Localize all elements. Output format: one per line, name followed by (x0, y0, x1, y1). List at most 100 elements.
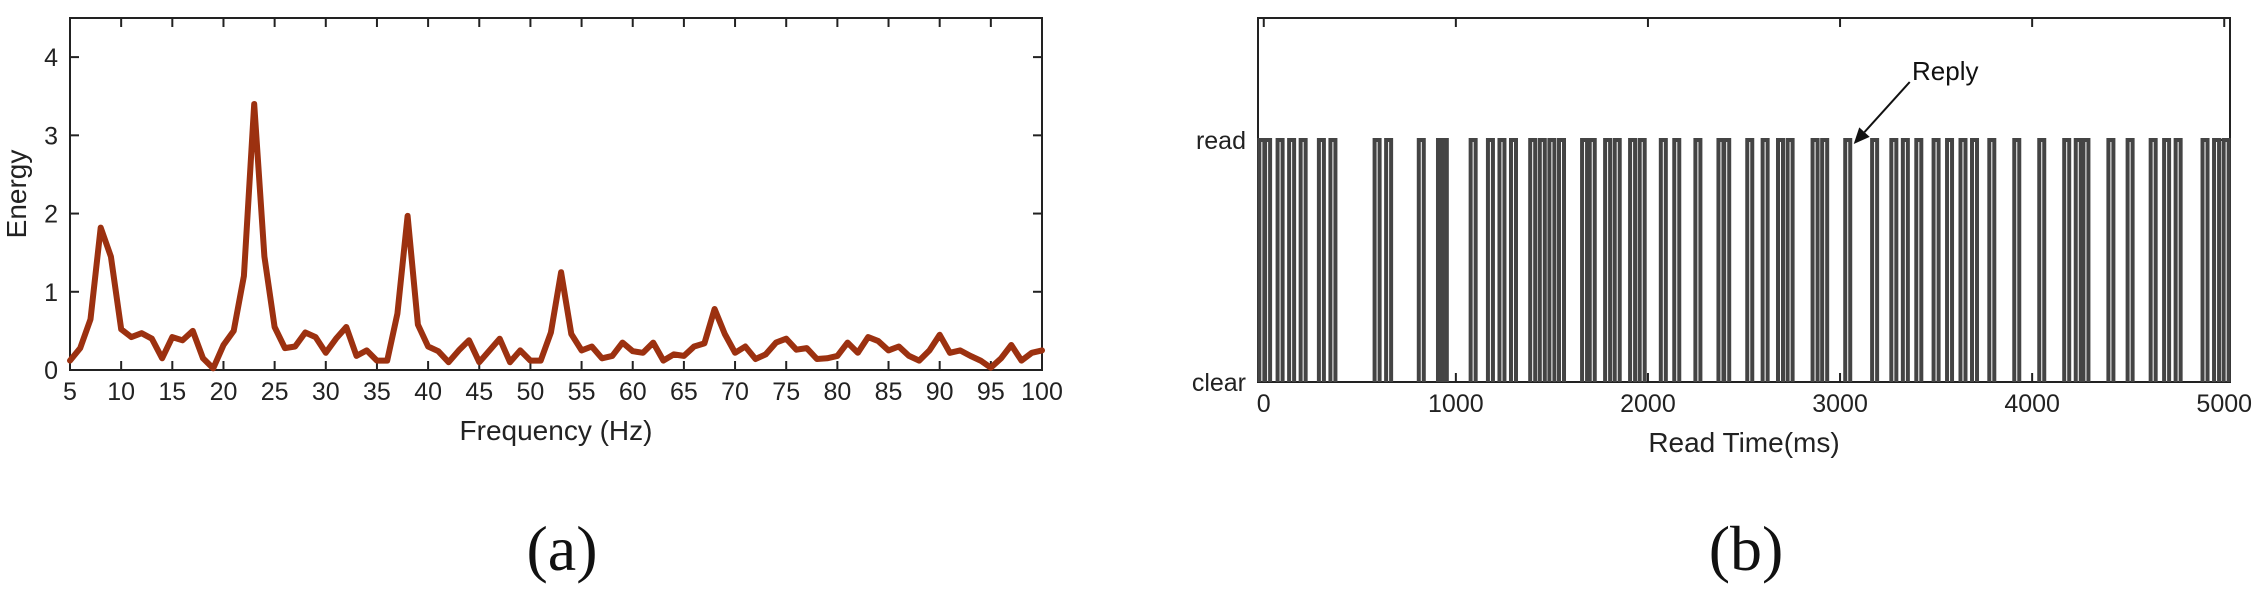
read-pulse (2148, 138, 2158, 382)
read-pulse (1508, 138, 1518, 382)
reply-annotation-label: Reply (1912, 56, 1978, 86)
chart-a-x-tick-label: 85 (875, 378, 903, 406)
read-pulse (1987, 138, 1997, 382)
chart-a: 5 10 15 20 25 30 35 40 45 50 55 60 65 70 75 80 85 90 95 100… (1, 17, 1063, 584)
chart-b-x-tick-label: 4000 (2004, 390, 2060, 418)
read-pulse (1497, 138, 1507, 382)
read-pulse (1958, 138, 1968, 382)
chart-a-x-tick-label: 75 (772, 378, 800, 406)
read-pulse (2037, 138, 2047, 382)
read-pulse (1970, 138, 1980, 382)
read-pulse (1528, 138, 1538, 382)
read-pulse (2162, 138, 2172, 382)
chart-a-x-tick-label: 95 (977, 378, 1005, 406)
read-pulse (1298, 138, 1308, 382)
read-pulse (1328, 138, 1338, 382)
read-pulse (1416, 138, 1426, 382)
reply-annotation-arrow (1863, 81, 1911, 133)
read-pulse (1587, 138, 1597, 382)
read-pulse (1810, 138, 1820, 382)
read-pulse (1439, 138, 1449, 382)
read-pulse (1745, 138, 1755, 382)
read-pulse (1468, 138, 1478, 382)
read-pulse (2125, 138, 2135, 382)
read-pulse (1776, 138, 1785, 382)
reply-annotation-arrowhead (1853, 127, 1870, 144)
read-pulse (1275, 138, 1285, 382)
read-pulse (1820, 138, 1830, 382)
read-pulse (1843, 138, 1853, 382)
chart-a-y-tick-label: 4 (44, 44, 58, 72)
chart-b-x-tick-label: 3000 (1812, 390, 1868, 418)
read-pulse (1637, 138, 1647, 382)
chart-a-frame (69, 17, 1043, 371)
chart-a-y-tick-label: 2 (44, 201, 58, 229)
read-pulse (1760, 138, 1770, 382)
read-pulse (1263, 138, 1273, 382)
panel-label-a: (a) (526, 513, 597, 584)
read-pulse (2012, 138, 2022, 382)
read-pulse (1945, 138, 1955, 382)
chart-b-plot-area (1257, 138, 2231, 382)
chart-a-y-tick-label: 0 (44, 357, 58, 385)
read-pulse (1900, 138, 1910, 382)
read-pulse (1658, 138, 1668, 382)
energy-spectrum-line (67, 101, 1045, 372)
chart-a-y-tick-label: 3 (44, 122, 58, 150)
chart-a-x-tick-label: 20 (210, 378, 238, 406)
read-pulse (1485, 138, 1495, 382)
read-pulse (1628, 138, 1638, 382)
read-pulse (2106, 138, 2116, 382)
chart-a-x-tick-label: 60 (619, 378, 647, 406)
read-pulse (1372, 138, 1382, 382)
chart-a-y-axis-label: Energy (1, 150, 32, 239)
chart-a-x-tick-label: 65 (670, 378, 698, 406)
read-pulse (1672, 138, 1682, 382)
chart-b-y-tick-label: read (1196, 127, 1246, 155)
chart-a-x-tick-label: 45 (465, 378, 493, 406)
read-pulse (1785, 138, 1795, 382)
read-pulse (1722, 138, 1732, 382)
chart-b-x-tick-label: 1000 (1428, 390, 1484, 418)
chart-a-x-tick-label: 35 (363, 378, 391, 406)
chart-a-x-tick-label: 90 (926, 378, 954, 406)
chart-a-plot-area (67, 101, 1045, 372)
read-pulse (2073, 138, 2083, 382)
read-pulse (2062, 138, 2072, 382)
chart-b-x-tick-label: 5000 (2196, 390, 2252, 418)
chart-a-x-tick-label: 100 (1021, 378, 1063, 406)
chart-b: 0 1000 2000 3000 4000 5000 clear read Reply Rea… (1192, 17, 2252, 584)
chart-a-x-tick-label: 70 (721, 378, 749, 406)
read-pulse (2221, 138, 2231, 382)
chart-b-annotation: Reply (1853, 56, 1978, 144)
chart-a-x-tick-label: 80 (823, 378, 851, 406)
chart-b-y-tick-label: clear (1192, 369, 1246, 397)
read-pulse (1384, 138, 1394, 382)
chart-a-x-tick-label: 25 (261, 378, 289, 406)
read-pulse (1316, 138, 1326, 382)
read-pulse (1931, 138, 1941, 382)
read-pulse (1693, 138, 1703, 382)
panel-label-b: (b) (1709, 513, 1784, 584)
chart-a-ticks: 5 10 15 20 25 30 35 40 45 50 55 60 65 70 75 80 85 90 95 100… (44, 18, 1063, 406)
read-pulse (2173, 138, 2183, 382)
read-pulse (1580, 138, 1590, 382)
read-pulse (1603, 138, 1613, 382)
chart-b-x-axis-label: Read Time(ms) (1648, 427, 1839, 458)
read-pulse (1870, 138, 1880, 382)
read-pulse (1612, 138, 1622, 382)
chart-a-y-tick-label: 1 (44, 279, 58, 307)
chart-a-x-tick-label: 10 (107, 378, 135, 406)
chart-b-x-tick-label: 2000 (1620, 390, 1676, 418)
chart-b-x-tick-label: 0 (1257, 390, 1271, 418)
read-pulse (2081, 138, 2091, 382)
chart-a-x-tick-label: 50 (517, 378, 545, 406)
read-pulse (1537, 138, 1547, 382)
read-pulse (1914, 138, 1924, 382)
read-pulse (2212, 138, 2222, 382)
chart-a-x-tick-label: 55 (568, 378, 596, 406)
chart-a-x-tick-label: 5 (63, 378, 77, 406)
chart-a-x-axis-label: Frequency (Hz) (460, 415, 653, 446)
read-pulse (2200, 138, 2210, 382)
